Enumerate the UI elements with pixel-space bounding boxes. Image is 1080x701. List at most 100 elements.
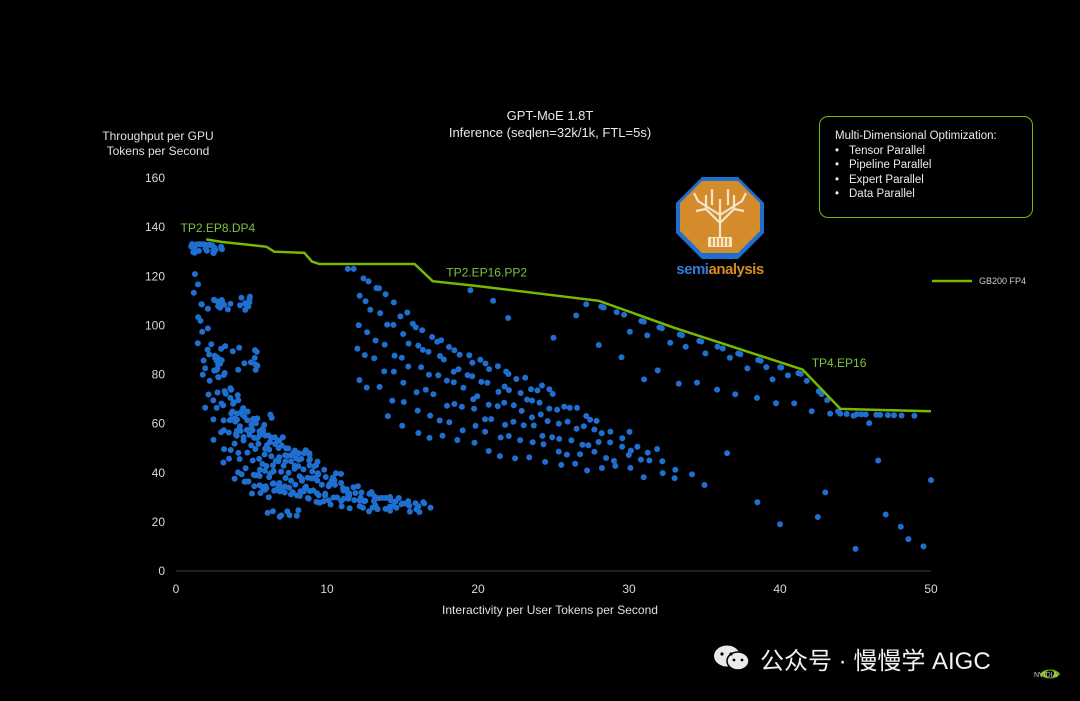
scatter-point [905,536,912,543]
scatter-point [611,457,617,464]
scatter-point [382,505,389,512]
scatter-point [227,394,234,401]
scatter-point [405,498,412,505]
scatter-point [256,482,263,489]
scatter-point [246,295,253,302]
y-tick-label: 0 [158,564,165,578]
scatter-point [486,366,493,373]
scatter-point [618,354,625,361]
scatter-point [387,507,394,514]
scatter-point [579,441,586,448]
scatter-point [497,434,504,441]
scatter-point [234,392,241,399]
y-tick-label: 100 [145,318,165,332]
scatter-point [199,328,206,335]
scatter-point [719,345,726,352]
scatter-point [797,370,804,377]
scatter-point [190,249,197,256]
scatter-point [379,494,386,501]
scatter-point [591,448,598,455]
scatter-point [275,482,282,488]
scatter-point [574,404,580,411]
scatter-point [862,411,869,418]
scatter-point [539,382,545,389]
scatter-point [803,377,810,384]
scatter-point [640,474,647,481]
scatter-point [250,416,256,423]
scatter-point [702,350,709,357]
scatter-point [371,493,378,500]
scatter-point [381,368,388,375]
logo-wordmark-part2: analysis [708,261,764,278]
scatter-point [314,470,321,477]
scatter-point [376,383,383,390]
scatter-point [390,299,397,306]
watermark-text: 公众号 · 慢慢学 AIGC [760,647,991,675]
scatter-point [460,384,467,391]
scatter-point [257,490,264,496]
scatter-point [235,366,242,373]
scatter-point [364,329,371,336]
optimization-item: Data Parallel [835,187,1032,202]
scatter-point [485,448,492,454]
scatter-point [218,243,225,250]
scatter-point [814,514,821,520]
y-tick-label: 160 [145,171,165,185]
scatter-point [426,434,433,441]
wechat-icon [714,645,750,671]
scatter-point [835,408,842,415]
scatter-point [784,372,791,379]
scatter-point [528,386,534,393]
scatter-point [252,446,259,452]
scatter-point [237,302,243,309]
scatter-point [593,417,600,424]
scatter-point [495,388,502,395]
scatter-point [212,354,219,361]
scatter-point [340,487,347,494]
scatter-point [638,318,645,324]
scatter-point [469,359,476,366]
scatter-point [242,465,249,472]
frontier-line [205,238,932,413]
scatter-point [555,448,562,455]
scatter-point [279,434,286,441]
scatter-point [427,412,434,419]
optimization-title: Multi-Dimensional Optimization: [835,130,997,142]
scatter-point [404,309,411,316]
scatter-point [356,497,363,504]
scatter-point [558,461,565,468]
scatter-point [451,401,458,407]
scatter-point [200,357,207,364]
scatter-point [204,305,211,312]
scatter-point [371,498,377,505]
scatter-point [469,373,476,380]
scatter-point [436,353,443,359]
scatter-point [675,380,682,387]
scatter-point [546,405,553,412]
scatter-point [250,471,257,478]
scatter-point [400,399,407,405]
scatter-point [529,397,536,404]
scatter-point [333,470,339,477]
scatter-point [850,412,857,419]
scatter-point [238,408,245,415]
scatter-point [315,492,322,499]
scatter-point [244,449,251,456]
scatter-point [202,404,209,411]
scatter-point [220,372,227,378]
scatter-point [735,350,742,357]
scatter-point [744,365,751,372]
scatter-point [272,441,279,447]
x-tick-label: 0 [173,582,180,596]
scatter-point [352,490,359,496]
scatter-point [496,453,503,460]
scatter-point [928,477,934,484]
scatter-point [659,470,666,477]
scatter-point [322,474,329,480]
scatter-point [276,513,283,520]
scatter-point [292,481,299,488]
scatter-point [264,509,271,516]
scatter-point [405,363,412,370]
scatter-point [198,301,205,308]
scatter-point [368,489,375,496]
